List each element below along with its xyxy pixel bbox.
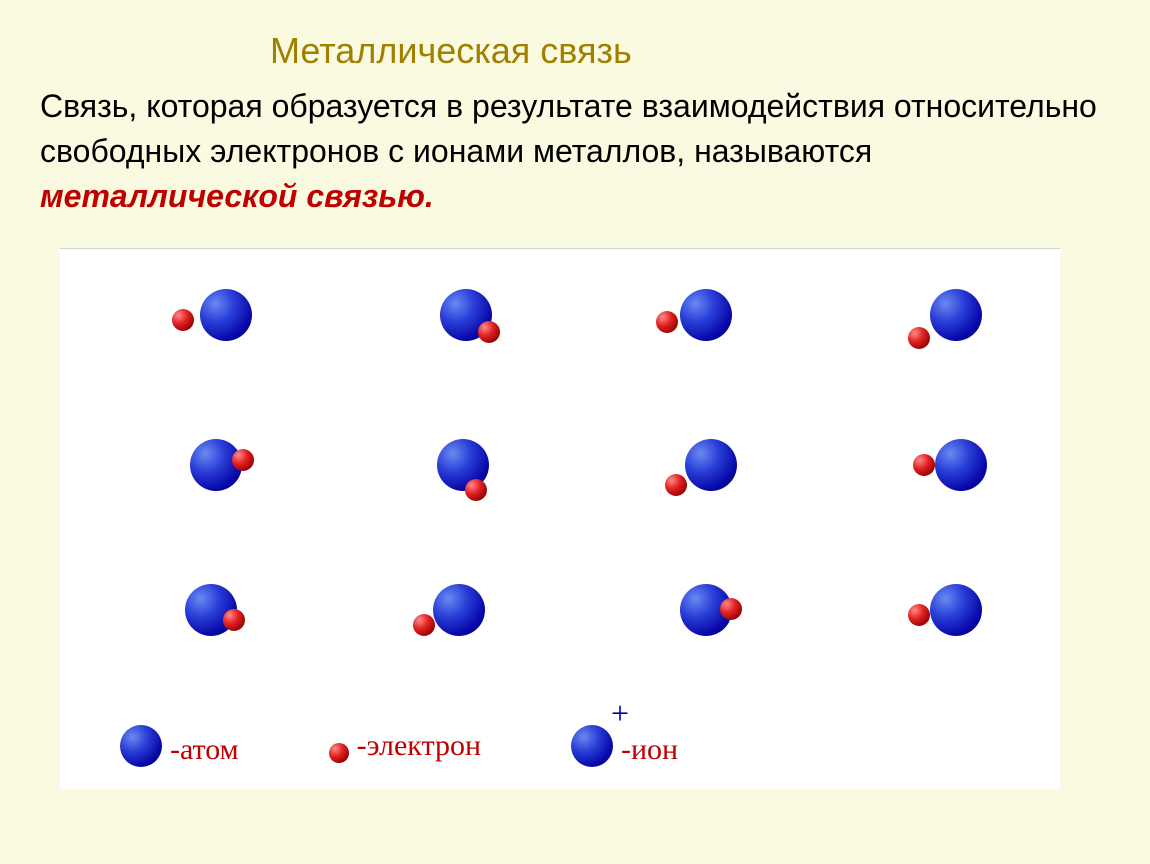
electron-sphere	[413, 614, 435, 636]
ion-sphere	[935, 439, 987, 491]
ion-sphere	[433, 584, 485, 636]
legend: -атом -электрон + -ион	[120, 725, 1020, 767]
ion-sphere	[200, 289, 252, 341]
slide: Металлическая связь Связь, которая образ…	[0, 0, 1150, 864]
electron-sphere	[913, 454, 935, 476]
ion-sphere	[680, 289, 732, 341]
electron-icon	[329, 743, 349, 763]
electron-sphere	[908, 604, 930, 626]
legend-electron-label: -электрон	[357, 729, 481, 763]
electron-sphere	[232, 449, 254, 471]
legend-ion: + -ион	[571, 725, 678, 767]
definition-term: металлической связью.	[40, 178, 434, 214]
legend-ion-label: -ион	[621, 733, 678, 767]
definition-text: Связь, которая образуется в результате в…	[40, 84, 1130, 218]
electron-sphere	[172, 309, 194, 331]
electron-sphere	[465, 479, 487, 501]
electron-sphere	[665, 474, 687, 496]
metallic-bond-diagram: -атом -электрон + -ион	[60, 248, 1060, 789]
legend-atom: -атом	[120, 725, 239, 767]
legend-atom-label: -атом	[170, 733, 239, 767]
electron-sphere	[908, 327, 930, 349]
electron-sphere	[223, 609, 245, 631]
plus-icon: +	[611, 695, 629, 732]
electron-sphere	[656, 311, 678, 333]
ion-sphere	[685, 439, 737, 491]
legend-electron: -электрон	[329, 729, 481, 763]
atom-icon	[120, 725, 162, 767]
electron-sphere	[478, 321, 500, 343]
definition-pre: Связь, которая образуется в результате в…	[40, 88, 1097, 169]
ion-sphere	[930, 289, 982, 341]
ion-sphere	[930, 584, 982, 636]
ion-icon	[571, 725, 613, 767]
electron-sphere	[720, 598, 742, 620]
slide-title: Металлическая связь	[270, 30, 1130, 72]
